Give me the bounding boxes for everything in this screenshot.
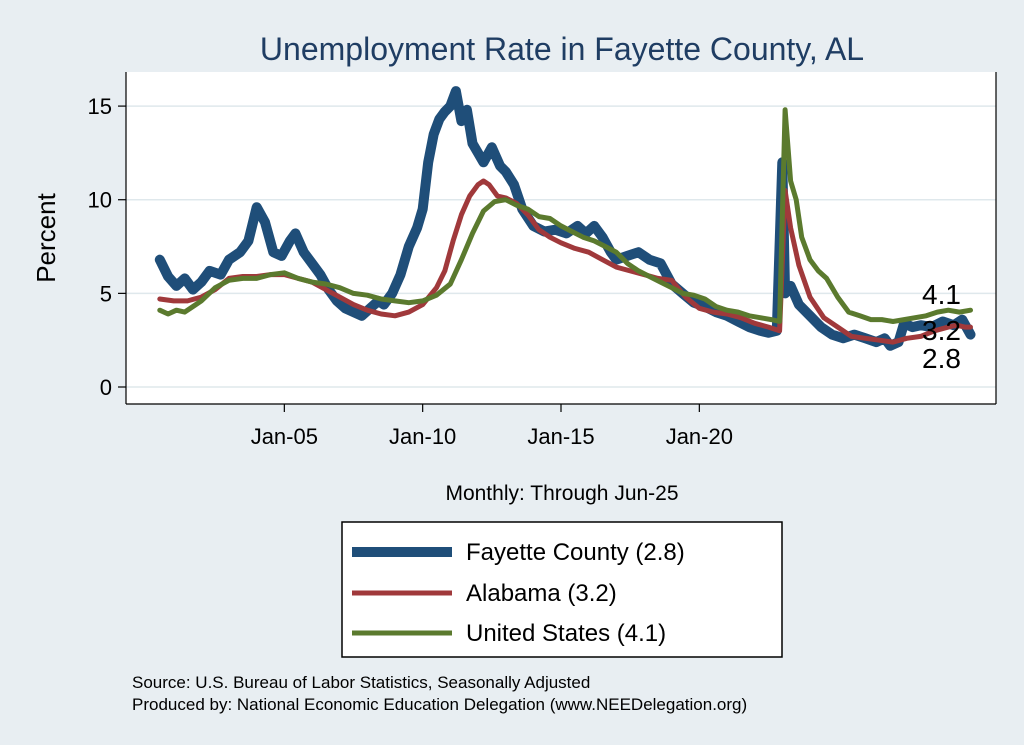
x-tick-label-2: Jan-15 xyxy=(527,424,594,449)
x-tick-label-1: Jan-10 xyxy=(389,424,456,449)
end-label-united-states: 4.1 xyxy=(922,279,961,310)
chart-title: Unemployment Rate in Fayette County, AL xyxy=(260,31,864,67)
x-axis-ticks: Jan-05 Jan-10 Jan-15 Jan-20 xyxy=(251,404,733,449)
legend: Fayette County (2.8) Alabama (3.2) Unite… xyxy=(341,521,783,658)
legend-label-alabama: Alabama (3.2) xyxy=(466,580,617,607)
end-label-alabama: 3.2 xyxy=(922,315,961,346)
x-tick-label-3: Jan-20 xyxy=(666,424,733,449)
y-tick-label-5: 5 xyxy=(100,281,112,306)
series-lines xyxy=(154,86,976,351)
end-label-fayette: 2.8 xyxy=(922,343,961,374)
gridlines xyxy=(126,105,996,388)
source-line-1: Source: U.S. Bureau of Labor Statistics,… xyxy=(132,673,590,692)
chart-note: Monthly: Through Jun-25 xyxy=(445,482,678,505)
legend-label-united-states: United States (4.1) xyxy=(466,620,666,647)
plot-area xyxy=(126,72,996,404)
y-tick-label-15: 15 xyxy=(88,94,112,119)
y-tick-label-10: 10 xyxy=(88,188,112,213)
x-tick-label-0: Jan-05 xyxy=(251,424,318,449)
source-line-2: Produced by: National Economic Education… xyxy=(132,695,747,714)
series-line-fayette xyxy=(154,86,976,351)
series-line-united-states xyxy=(157,107,973,324)
y-tick-label-0: 0 xyxy=(100,375,112,400)
legend-label-fayette: Fayette County (2.8) xyxy=(466,539,685,566)
y-axis-ticks: 0 5 10 15 xyxy=(88,94,126,400)
y-axis-label: Percent xyxy=(31,192,61,282)
